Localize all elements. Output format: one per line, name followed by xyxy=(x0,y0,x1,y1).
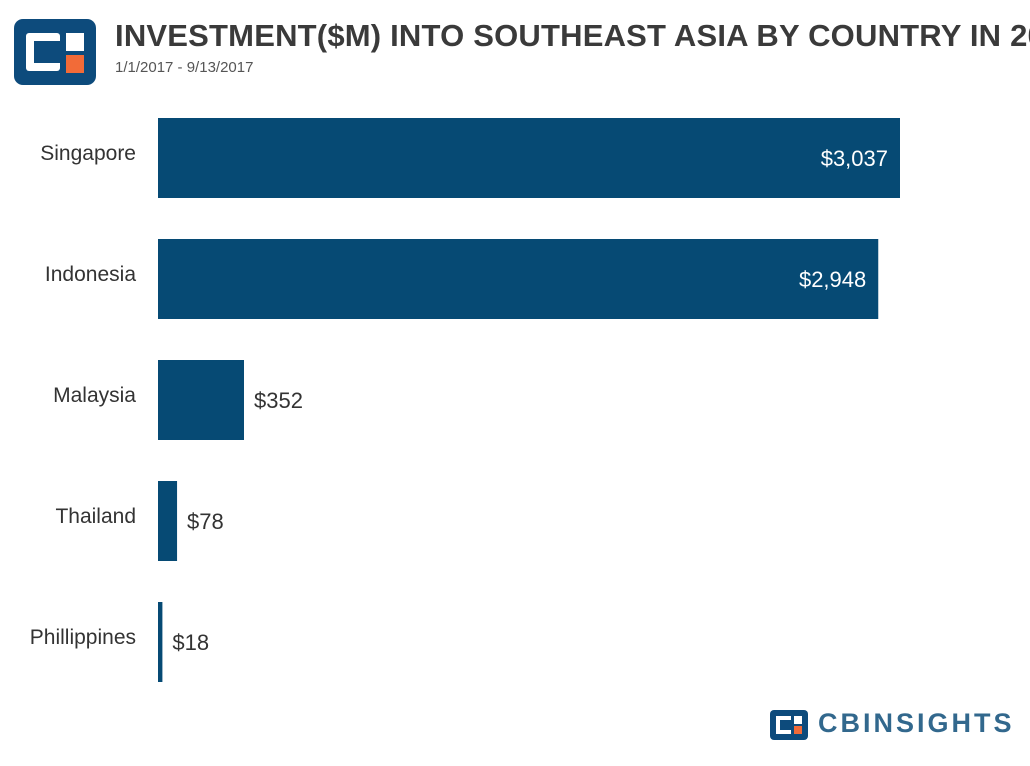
chart-title: INVESTMENT($M) INTO SOUTHEAST ASIA BY CO… xyxy=(115,18,1030,53)
category-label-malaysia: Malaysia xyxy=(53,384,136,407)
category-label-phillippines: Phillippines xyxy=(30,626,136,649)
category-label-thailand: Thailand xyxy=(55,505,136,528)
bar-indonesia xyxy=(158,239,879,319)
bar-phillippines xyxy=(158,602,163,682)
footer-logo-mark xyxy=(770,710,808,740)
footer-brand-text: CBINSIGHTS xyxy=(818,708,1015,738)
category-label-singapore: Singapore xyxy=(40,142,136,165)
bar-malaysia xyxy=(158,360,245,440)
data-label-phillippines: $18 xyxy=(172,630,209,655)
category-label-indonesia: Indonesia xyxy=(45,263,136,286)
data-label-thailand: $78 xyxy=(187,509,224,534)
chart-subtitle: 1/1/2017 - 9/13/2017 xyxy=(115,59,254,76)
cb-insights-logo xyxy=(14,19,96,85)
data-label-singapore: $3,037 xyxy=(821,146,888,171)
data-label-indonesia: $2,948 xyxy=(799,267,866,292)
data-label-malaysia: $352 xyxy=(254,388,303,413)
bar-thailand xyxy=(158,481,178,561)
bar-singapore xyxy=(158,118,900,198)
bar-chart: Singapore $3,037 Indonesia $2,948 Malaysia $3… xyxy=(30,118,900,682)
